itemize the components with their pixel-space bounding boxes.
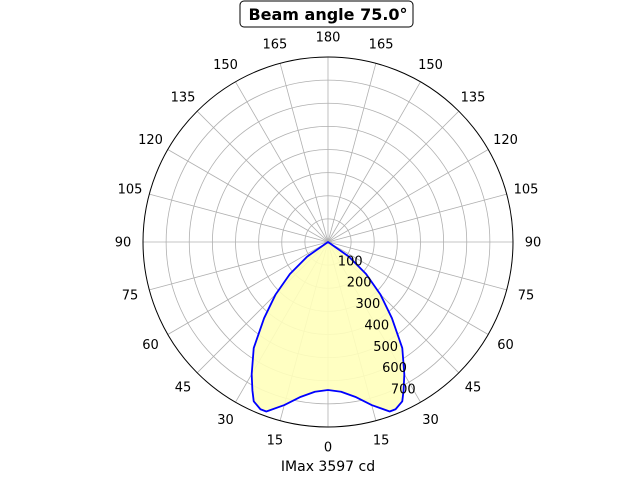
angular-grid-line <box>167 241 329 335</box>
radial-tick-label: 300 <box>356 297 381 312</box>
angle-tick-label: 150 <box>418 58 443 73</box>
radial-tick-labels: 100 200 300 400 500 600 700 <box>338 254 416 397</box>
angle-tick-label: 30 <box>217 413 234 428</box>
angular-grid-line <box>196 110 329 243</box>
angular-grid-line <box>235 81 329 243</box>
angle-tick-label: 180 <box>316 31 341 46</box>
angle-tick-label: 150 <box>213 58 238 73</box>
radial-tick-label: 400 <box>364 319 389 334</box>
angular-grid-line <box>327 241 507 291</box>
outer-axis-ring <box>142 56 514 428</box>
angle-tick-label: 90 <box>525 236 542 251</box>
angle-tick-label: 15 <box>267 434 284 449</box>
angle-tick-label: 45 <box>465 381 482 396</box>
angle-tick-label: 15 <box>373 434 390 449</box>
angular-grid-line <box>327 81 421 243</box>
angular-grid-line <box>327 149 489 243</box>
angular-grid-line <box>327 63 377 243</box>
angle-tick-label: 165 <box>369 38 394 53</box>
angular-grid-line <box>149 193 329 243</box>
radial-tick-label: 700 <box>391 383 416 398</box>
angle-tick-label: 120 <box>493 133 518 148</box>
angle-tick-label: 0 <box>324 441 332 456</box>
angle-tick-label: 75 <box>518 289 535 304</box>
radial-tick-label: 600 <box>382 361 407 376</box>
angle-tick-label: 165 <box>262 38 287 53</box>
angle-tick-label: 60 <box>142 338 159 353</box>
angle-tick-label: 60 <box>497 338 514 353</box>
angle-tick-label: 30 <box>422 413 439 428</box>
angle-tick-label: 105 <box>514 182 539 197</box>
radial-tick-label: 100 <box>338 254 363 269</box>
angle-tick-labels: 180 1651501351201059075604530150153045607… <box>115 31 542 456</box>
series-layer <box>250 241 406 413</box>
radial-tick-label: 200 <box>347 276 372 291</box>
angle-tick-label: 105 <box>118 182 143 197</box>
angular-grid-line <box>327 193 507 243</box>
angular-grid-line <box>149 241 329 291</box>
angle-tick-label: 45 <box>175 381 192 396</box>
angular-grid-line <box>327 110 460 243</box>
x-axis-label: IMax 3597 cd <box>281 459 375 475</box>
angle-tick-label: 135 <box>461 91 486 106</box>
series-fill <box>251 242 405 412</box>
radial-tick-label: 500 <box>373 340 398 355</box>
angle-tick-label: 90 <box>115 236 132 251</box>
title-box <box>239 0 414 28</box>
title-text: Beam angle 75.0° <box>248 5 407 24</box>
angle-tick-label: 120 <box>138 133 163 148</box>
chart-title: Beam angle 75.0° <box>239 0 414 28</box>
angular-grid-line <box>279 63 329 243</box>
series-line <box>250 241 406 413</box>
angular-grid-line <box>327 241 489 335</box>
angle-tick-label: 75 <box>122 289 139 304</box>
angle-tick-label: 135 <box>171 91 196 106</box>
angular-grid-line <box>167 149 329 243</box>
